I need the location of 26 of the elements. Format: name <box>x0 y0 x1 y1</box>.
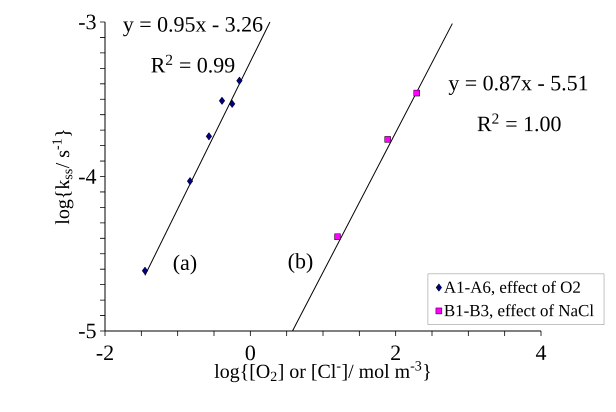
annotation: (a) <box>174 254 196 275</box>
point <box>218 96 226 105</box>
annotation: R$^{2}$ = 1.00 <box>478 113 561 132</box>
point <box>229 100 236 108</box>
legend-label: A1-A6, effect of O2 <box>444 280 580 296</box>
annotation: y = 0.95x - 3.26 <box>123 16 262 36</box>
y-tick-label: -5 <box>79 324 96 338</box>
annotation: R$^{2}$ = 0.99 <box>151 54 234 73</box>
x-tick-label: 2 <box>391 345 400 360</box>
point <box>334 234 341 240</box>
point <box>206 132 212 140</box>
point <box>384 136 391 143</box>
legend-label: B1-B3, effect of NaCl <box>444 304 594 319</box>
point <box>186 177 194 186</box>
x-tick-label: 4 <box>536 345 546 360</box>
y-axis-title: log{k$_{ss}$/ s$^{-1}$} <box>52 130 74 224</box>
y-tick-label: -4 <box>79 169 96 184</box>
point <box>414 90 420 96</box>
x-tick-label: -2 <box>96 345 113 360</box>
x-tick-label: 0 <box>246 345 255 360</box>
annotation: y = 0.87x - 5.51 <box>448 76 588 95</box>
annotation: (b) <box>288 253 312 273</box>
point <box>142 266 148 275</box>
point <box>236 76 243 85</box>
y-tick-label: -3 <box>79 14 96 30</box>
x-axis-title: log{[O$_{2}$] or [Cl$^{-}$]/ mol m$^{-3}$} <box>214 361 430 382</box>
